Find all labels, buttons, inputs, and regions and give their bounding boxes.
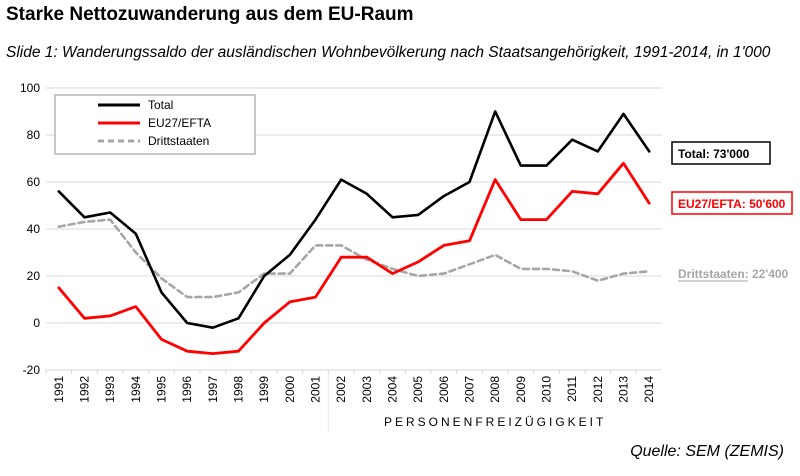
x-tick-label: 2014 xyxy=(642,376,656,403)
x-tick-label: 1991 xyxy=(52,376,66,403)
legend-eu-efta-label: EU27/EFTA xyxy=(148,116,211,130)
legend-drittstaaten-label: Drittstaaten xyxy=(148,134,209,148)
y-tick-label: 20 xyxy=(27,269,41,283)
source-note: Quelle: SEM (ZEMIS) xyxy=(630,443,784,460)
x-tick-label: 2012 xyxy=(591,376,605,403)
end-label-eu-efta-box xyxy=(671,191,793,215)
y-tick-label: 100 xyxy=(20,81,40,95)
drittstaaten-line xyxy=(57,218,651,299)
x-tick-label: 2008 xyxy=(488,376,502,403)
x-tick-label: 2000 xyxy=(283,376,297,403)
y-tick-label: 40 xyxy=(27,222,41,236)
x-tick-label: 1999 xyxy=(257,376,271,403)
chart-title: Starke Nettozuwanderung aus dem EU-Raum xyxy=(6,4,414,25)
legend-box xyxy=(54,94,256,155)
end-label-drittstaaten: Drittstaaten: 22'400 xyxy=(678,267,789,281)
chart-subtitle: Slide 1: Wanderungssaldo der ausländisch… xyxy=(6,44,771,61)
x-tick-label: 1992 xyxy=(78,376,92,403)
y-tick-label: 0 xyxy=(33,316,40,330)
x-tick-label: 2006 xyxy=(437,376,451,403)
total-line xyxy=(57,110,651,330)
x-tick-label: 2007 xyxy=(463,376,477,403)
legend-total-label: Total xyxy=(148,98,173,112)
x-tick-label: 2013 xyxy=(617,376,631,403)
x-tick-label: 2003 xyxy=(360,376,374,403)
x-tick-label: 2010 xyxy=(540,376,554,403)
x-tick-label: 1995 xyxy=(155,376,169,403)
x-tick-label: 1998 xyxy=(232,376,246,403)
y-tick-label: 80 xyxy=(27,128,41,142)
y-tick-label: 60 xyxy=(27,175,41,189)
end-label-total-box xyxy=(671,141,771,165)
x-tick-label: 1994 xyxy=(129,376,143,403)
end-label-eu-efta: EU27/EFTA: 50'600 xyxy=(678,197,786,211)
x-tick-label: 1996 xyxy=(180,376,194,403)
x-tick-label: 2004 xyxy=(386,376,400,403)
x-tick-label: 2001 xyxy=(309,376,323,403)
x-tick-label: 1993 xyxy=(103,376,117,403)
x-tick-label: 2005 xyxy=(411,376,425,403)
x-tick-label: 2002 xyxy=(334,376,348,403)
y-tick-label: -20 xyxy=(23,363,41,377)
x-tick-label: 2011 xyxy=(565,376,579,402)
x-tick-label: 2009 xyxy=(514,376,528,403)
end-label-total: Total: 73'000 xyxy=(678,147,750,161)
x-tick-label: 1997 xyxy=(206,376,220,403)
band-label: PERSONENFREIZÜGIGKEIT xyxy=(384,415,606,429)
eu-efta-line xyxy=(57,161,651,356)
